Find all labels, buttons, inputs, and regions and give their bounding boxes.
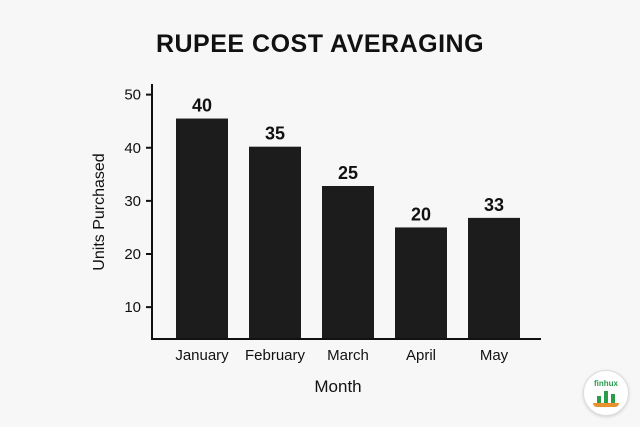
book-icon bbox=[593, 403, 619, 407]
bar-value-label: 20 bbox=[411, 204, 431, 224]
finhux-logo: finhux bbox=[583, 370, 629, 416]
y-tick-label: 10 bbox=[124, 299, 141, 316]
x-axis-ticks: January February March April May bbox=[175, 347, 508, 364]
y-tick-label: 30 bbox=[124, 193, 141, 210]
bar-march bbox=[322, 186, 374, 339]
bar-value-label: 35 bbox=[265, 124, 285, 144]
y-axis-ticks: 10 20 30 40 50 bbox=[124, 87, 152, 316]
bar-value-label: 40 bbox=[192, 96, 212, 116]
bar-value-label: 25 bbox=[338, 163, 358, 183]
bar-may bbox=[468, 217, 520, 339]
x-tick-label: January bbox=[175, 347, 229, 364]
bar-value-label: 33 bbox=[484, 195, 504, 215]
x-axis-label: Month bbox=[314, 377, 361, 396]
x-tick-label: April bbox=[406, 347, 436, 364]
y-tick-label: 40 bbox=[124, 140, 141, 157]
candlestick-icon bbox=[597, 390, 615, 404]
bar-january bbox=[176, 118, 228, 339]
chart-title: RUPEE COST AVERAGING bbox=[155, 30, 485, 58]
bar-february bbox=[249, 146, 301, 339]
x-tick-label: May bbox=[480, 347, 509, 364]
y-axis-label: Units Purchased bbox=[91, 153, 108, 270]
bar-april bbox=[395, 227, 447, 339]
bar-value-labels: 40 35 25 20 33 bbox=[192, 96, 504, 225]
x-tick-label: March bbox=[327, 347, 369, 364]
logo-text: finhux bbox=[594, 379, 618, 388]
y-tick-label: 20 bbox=[124, 246, 141, 263]
y-tick-label: 50 bbox=[124, 87, 141, 104]
x-tick-label: February bbox=[245, 347, 306, 364]
bars bbox=[176, 118, 520, 339]
